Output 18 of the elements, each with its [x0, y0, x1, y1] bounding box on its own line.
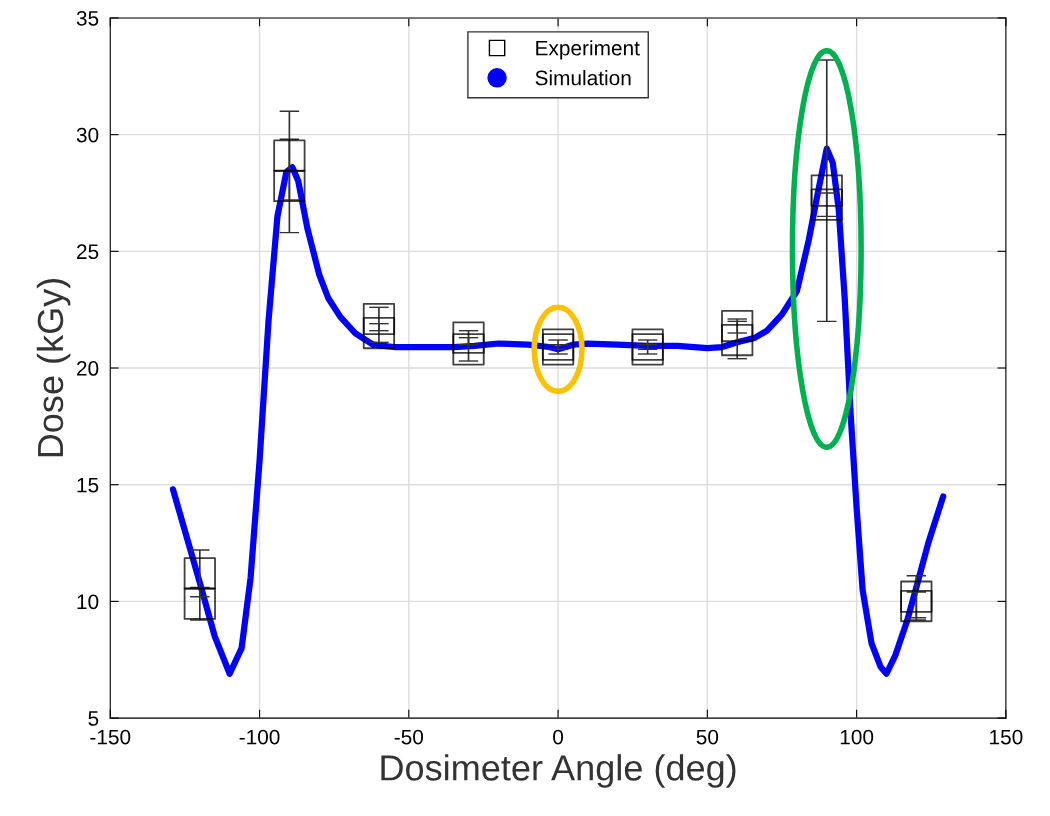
y-tick-label: 30 [76, 127, 99, 143]
x-tick-label: -100 [239, 729, 280, 745]
y-tick-label: 35 [76, 10, 99, 26]
x-tick-label: -150 [90, 729, 131, 745]
legend-label: Simulation [535, 70, 631, 86]
y-tick-label: 20 [77, 361, 99, 376]
y-tick-label: 25 [77, 244, 99, 260]
x-tick-label: -50 [394, 729, 424, 745]
x-axis-title: Dosimeter Angle (deg) [381, 754, 736, 788]
x-tick-label: 0 [553, 729, 564, 745]
legend-label: Experiment [536, 40, 640, 60]
y-tick-label: 10 [77, 594, 99, 610]
x-tick-label: 100 [840, 729, 874, 745]
y-tick-label: 15 [77, 477, 99, 493]
y-tick-label: 5 [88, 711, 99, 726]
x-tick-label: 150 [990, 729, 1023, 745]
y-axis-title: Dose (kGy) [36, 278, 71, 457]
x-tick-label: 50 [696, 729, 719, 745]
